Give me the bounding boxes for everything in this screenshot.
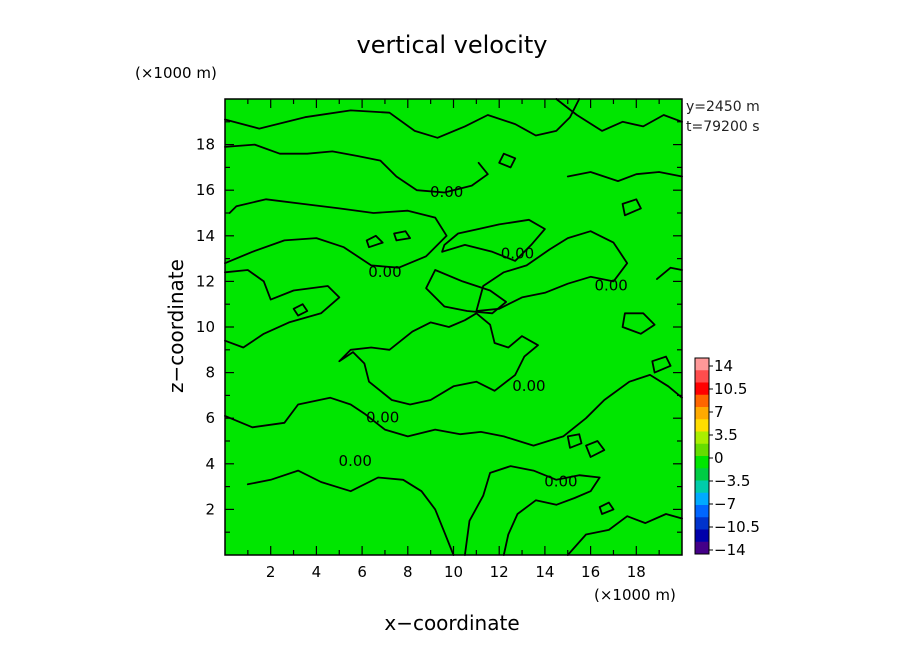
colorbar-tick-label: 0: [714, 449, 724, 467]
colorbar-tick-label: −3.5: [714, 472, 750, 490]
colorbar-segment: [695, 407, 709, 420]
x-tick-label: 14: [535, 563, 554, 581]
colorbar-segment: [695, 431, 709, 445]
contour-label: 0.00: [501, 245, 534, 263]
colorbar-segment: [695, 492, 709, 506]
contour-label: 0.00: [368, 263, 401, 281]
colorbar-tick-label: 3.5: [714, 426, 738, 444]
axis-ticks: 2 4 6 8 10 12 14 16 18 2 4 6 8 10 12 14 16 18: [196, 99, 682, 581]
colorbar-segment: [695, 541, 709, 555]
contour-line: [365, 234, 384, 249]
plot-area: 0.00 0.00 0.00 0.00 0.00 0.00 0.00 0.00 2 4 6 8 10 1…: [196, 98, 683, 581]
colorbar-segment: [695, 419, 709, 432]
info-time: t=79200 s: [686, 119, 760, 135]
contour-line: [224, 143, 489, 194]
contour-label: 0.00: [430, 183, 463, 201]
contour-line: [621, 312, 656, 335]
x-tick-label: 6: [357, 563, 367, 581]
contour-line: [475, 230, 629, 312]
contour-label: 0.00: [544, 473, 577, 491]
contour-line: [224, 269, 341, 349]
y-tick-label: 18: [196, 136, 215, 154]
contour-line: [555, 98, 683, 132]
contour-line: [441, 218, 546, 262]
contour-line: [425, 269, 507, 315]
x-axis-label: x−coordinate: [384, 611, 519, 635]
colorbar-tick-label: 7: [714, 403, 724, 421]
chart-title: vertical velocity: [357, 31, 548, 59]
contour-line: [651, 355, 672, 374]
contour-line: [598, 501, 615, 515]
contour-line: [566, 171, 683, 182]
contour-line: [224, 198, 448, 269]
colorbar-segment: [695, 468, 709, 481]
x-tick-label: 2: [266, 563, 276, 581]
colorbar: 14 10.5 7 3.5 0 −3.5 −7 −10.5 −14: [694, 357, 760, 559]
contour-labels: 0.00 0.00 0.00 0.00 0.00 0.00 0.00 0.00: [339, 183, 628, 491]
x-axis-unit: (×1000 m): [594, 586, 676, 604]
y-tick-label: 12: [196, 272, 215, 290]
colorbar-segment: [695, 517, 709, 530]
contour-label: 0.00: [366, 409, 399, 427]
contour-label: 0.00: [512, 377, 545, 395]
y-tick-label: 10: [196, 318, 215, 336]
colorbar-tick-label: −14: [714, 541, 746, 559]
y-tick-label: 2: [205, 500, 215, 518]
colorbar-segment: [695, 529, 709, 543]
colorbar-segment: [695, 480, 709, 494]
colorbar-frame: [694, 357, 710, 555]
contour-line: [464, 465, 601, 556]
colorbar-segment: [695, 394, 709, 408]
x-tick-label: 16: [581, 563, 600, 581]
y-axis-unit: (×1000 m): [135, 64, 217, 82]
contour-line: [246, 469, 455, 556]
contour-line: [338, 312, 539, 406]
contour-line: [566, 433, 583, 449]
colorbar-tick-label: 10.5: [714, 380, 747, 398]
x-tick-label: 10: [444, 563, 463, 581]
contour-line: [292, 303, 309, 317]
contour-line: [656, 266, 683, 280]
x-tick-label: 4: [312, 563, 322, 581]
colorbar-segment: [695, 443, 709, 457]
colorbar-segment: [695, 505, 709, 518]
colorbar-segment: [695, 358, 709, 371]
colorbar-segment: [695, 382, 709, 396]
contour-line: [585, 440, 606, 458]
info-position: y=2450 m: [686, 99, 760, 115]
contour-line: [498, 152, 517, 169]
colorbar-tick-label: −10.5: [714, 518, 760, 536]
y-tick-label: 14: [196, 227, 215, 245]
x-tick-label: 12: [490, 563, 509, 581]
y-tick-label: 8: [205, 364, 215, 382]
contour-label: 0.00: [339, 452, 372, 470]
colorbar-tick-label: −7: [714, 495, 736, 513]
y-axis-label: z−coordinate: [164, 259, 188, 393]
contour-lines: [224, 98, 683, 556]
contour-line: [224, 98, 581, 139]
contour-line: [224, 374, 683, 447]
colorbar-tick-label: 14: [714, 357, 733, 375]
x-tick-label: 18: [627, 563, 646, 581]
y-tick-label: 16: [196, 181, 215, 199]
contour-line: [621, 198, 642, 217]
y-tick-label: 6: [205, 409, 215, 427]
velocity-field: [225, 99, 682, 555]
colorbar-segment: [695, 456, 709, 469]
contour-label: 0.00: [594, 276, 627, 294]
contour-line: [566, 513, 683, 556]
contour-line: [393, 230, 411, 242]
colorbar-segment: [695, 370, 709, 383]
x-tick-label: 8: [403, 563, 413, 581]
y-tick-label: 4: [205, 455, 215, 473]
